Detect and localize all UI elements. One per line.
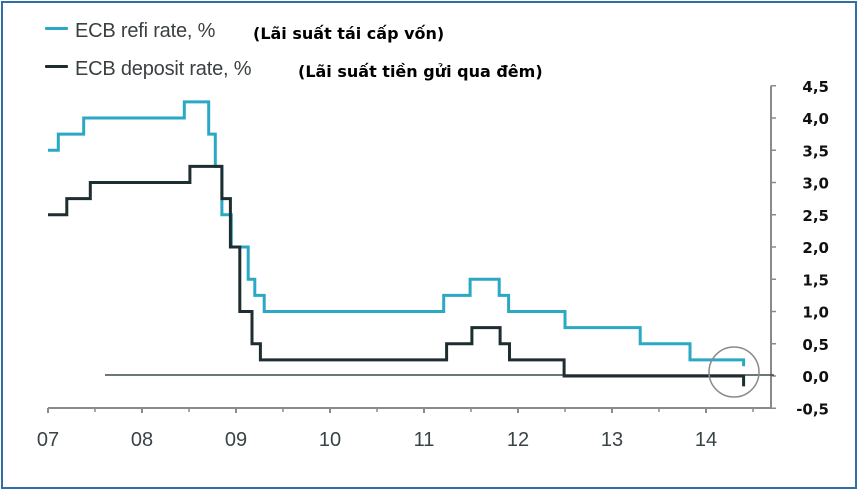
y-tick-label: 1,0: [802, 304, 829, 322]
y-tick-label: 3,5: [802, 142, 829, 160]
y-tick-label: 4,5: [802, 78, 829, 96]
x-tick-label: 12: [507, 429, 529, 451]
refi-rate-line: [48, 100, 746, 367]
highlight-circle: [708, 346, 760, 398]
refi-swatch-icon: [45, 27, 68, 30]
x-tick-label: 08: [131, 429, 153, 451]
x-tick-label: 10: [319, 429, 341, 451]
legend-label-refi-vi: (Lãi suất tái cấp vốn): [253, 24, 445, 43]
y-axis: 4,5 4,0 3,5 3,0 2,5 2,0 1,5 1,0 0,5 0,0 -0,5: [770, 78, 829, 418]
x-tick-label: 09: [225, 429, 247, 451]
legend-label-refi: ECB refi rate, %: [75, 20, 216, 42]
y-tick-label: 1,5: [802, 271, 829, 289]
y-tick-label: 4,0: [802, 110, 829, 128]
x-tick-label: 11: [414, 429, 435, 451]
y-tick-label: 0,0: [802, 368, 829, 386]
series-lines: [48, 100, 746, 387]
legend-label-deposit: ECB deposit rate, %: [75, 58, 252, 80]
deposit-swatch-icon: [45, 65, 68, 68]
legend-label-deposit-vi: (Lãi suất tiền gửi qua đêm): [298, 62, 543, 81]
x-tick-label: 13: [601, 429, 623, 451]
y-tick-label: 3,0: [802, 175, 829, 193]
x-tick-label: 14: [695, 429, 717, 451]
x-axis: 07 08 09 10 11 12 13 14: [37, 407, 771, 451]
x-tick-label: 07: [37, 429, 59, 451]
y-tick-label: 0,5: [802, 336, 829, 354]
deposit-rate-line: [48, 164, 746, 387]
y-tick-label: 2,0: [802, 239, 829, 257]
y-tick-label: 2,5: [802, 207, 829, 225]
y-tick-label: -0,5: [796, 400, 829, 418]
